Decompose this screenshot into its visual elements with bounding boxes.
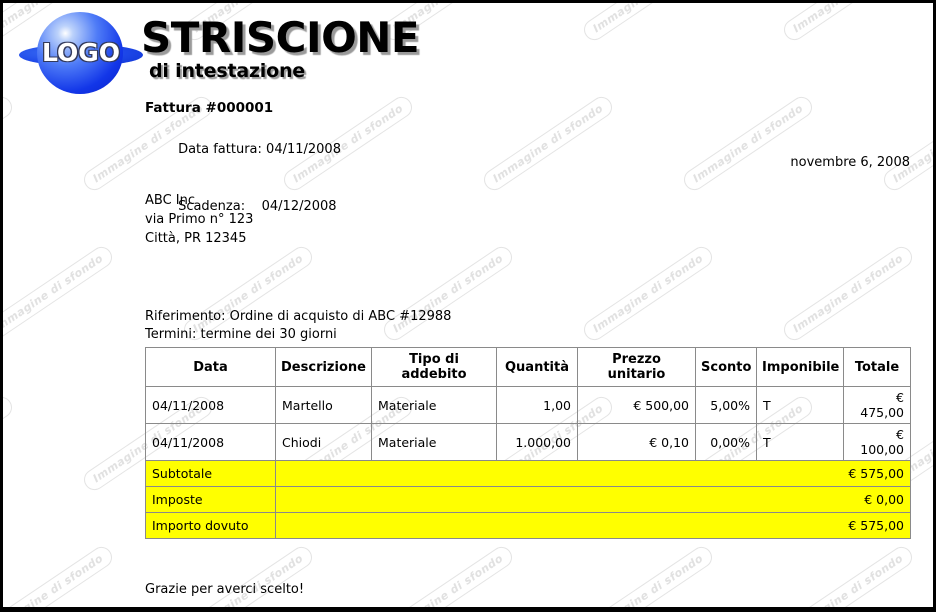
logo-sphere-shape	[37, 12, 123, 94]
cell-totale: € 100,00	[843, 423, 911, 461]
cell-data: 04/11/2008	[145, 386, 276, 424]
summary-row-subtotale: Subtotale € 575,00	[145, 460, 911, 487]
letterhead-header: LOGO STRISCIONE di intestazione	[3, 3, 933, 96]
due-date-row: Scadenza: 04/12/2008	[145, 178, 341, 235]
banner-title: STRISCIONE	[141, 13, 420, 62]
cell-quantita: 1.000,00	[496, 423, 578, 461]
summary-label: Imposte	[145, 486, 276, 513]
invoice-number: Fattura #000001	[145, 100, 274, 116]
reference-block: Riferimento: Ordine di acquisto di ABC #…	[145, 308, 451, 344]
column-header-descrizione: Descrizione	[275, 347, 372, 387]
bill-to-line: Città, PR 12345	[145, 231, 247, 246]
cell-imponibile: T	[756, 386, 844, 424]
reference-terms-line: Termini: termine dei 30 giorni	[145, 327, 337, 342]
cell-descrizione: Chiodi	[275, 423, 372, 461]
cell-quantita: 1,00	[496, 386, 578, 424]
line-items-table: Data Descrizione Tipo di addebito Quanti…	[145, 347, 911, 539]
bill-to-address: ABC Inc via Primo n° 123 Città, PR 12345	[145, 191, 253, 248]
summary-row-imposte: Imposte € 0,00	[145, 486, 911, 513]
column-header-tipo-addebito: Tipo di addebito	[371, 347, 497, 387]
due-date-value: 04/12/2008	[261, 199, 337, 214]
bill-to-line: via Primo n° 123	[145, 212, 254, 227]
column-header-prezzo-unitario: Prezzo unitario	[577, 347, 696, 387]
due-date-label: Scadenza:	[178, 199, 246, 214]
summary-value: € 575,00	[275, 512, 911, 539]
cell-prezzo: € 500,00	[577, 386, 696, 424]
summary-label: Subtotale	[145, 460, 276, 487]
company-logo: LOGO	[17, 8, 145, 96]
invoice-meta-block: Fattura #000001 Data fattura: 04/11/2008…	[145, 99, 341, 235]
document-date: novembre 6, 2008	[790, 155, 910, 170]
invoice-content: LOGO STRISCIONE di intestazione Fattura …	[3, 3, 933, 607]
logo-label: LOGO	[41, 38, 121, 67]
summary-label: Importo dovuto	[145, 512, 276, 539]
column-header-data: Data	[145, 347, 276, 387]
cell-totale: € 475,00	[843, 386, 911, 424]
cell-sconto: 0,00%	[695, 423, 757, 461]
cell-tipo: Materiale	[371, 386, 497, 424]
invoice-date-label: Data fattura:	[178, 142, 262, 157]
reference-order-line: Riferimento: Ordine di acquisto di ABC #…	[145, 309, 452, 324]
column-header-imponibile: Imponibile	[756, 347, 844, 387]
cell-descrizione: Martello	[275, 386, 372, 424]
bill-to-line: ABC Inc	[145, 193, 196, 208]
footer-thank-you-note: Grazie per averci scelto!	[145, 582, 305, 597]
cell-imponibile: T	[756, 423, 844, 461]
table-row: 04/11/2008 Chiodi Materiale 1.000,00 € 0…	[145, 423, 911, 461]
summary-value: € 575,00	[275, 460, 911, 487]
table-row: 04/11/2008 Martello Materiale 1,00 € 500…	[145, 386, 911, 424]
column-header-quantita: Quantità	[496, 347, 578, 387]
column-header-sconto: Sconto	[695, 347, 757, 387]
summary-value: € 0,00	[275, 486, 911, 513]
cell-data: 04/11/2008	[145, 423, 276, 461]
summary-row-importo-dovuto: Importo dovuto € 575,00	[145, 512, 911, 539]
cell-prezzo: € 0,10	[577, 423, 696, 461]
cell-tipo: Materiale	[371, 423, 497, 461]
table-header-row: Data Descrizione Tipo di addebito Quanti…	[145, 347, 911, 387]
column-header-totale: Totale	[843, 347, 911, 387]
invoice-date-row: Data fattura: 04/11/2008	[145, 121, 341, 178]
cell-sconto: 5,00%	[695, 386, 757, 424]
invoice-date-value: 04/11/2008	[266, 142, 341, 157]
banner-subtitle: di intestazione	[149, 60, 305, 82]
